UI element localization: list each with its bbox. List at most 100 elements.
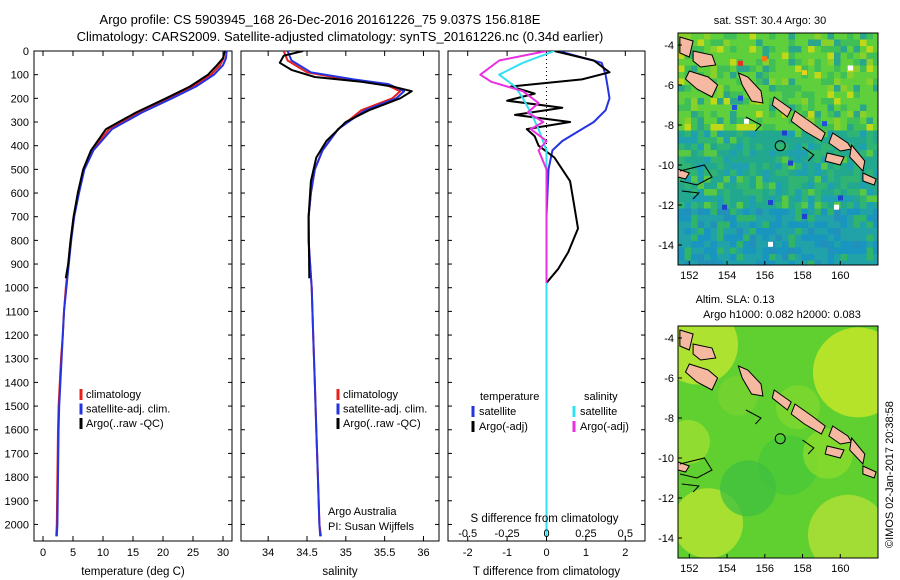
- sst-cell: [814, 215, 822, 222]
- sst-cell: [704, 208, 711, 216]
- sst-cell: [847, 176, 854, 183]
- sst-cell: [775, 39, 783, 47]
- sst-cell: [723, 33, 731, 40]
- sst-cell: [736, 195, 744, 203]
- sst-cell: [691, 169, 698, 177]
- sst-cell: [873, 150, 878, 157]
- sst-cell: [782, 78, 789, 86]
- sst-cell: [775, 130, 783, 138]
- sst-cell: [717, 33, 724, 40]
- sst-cell: [717, 104, 724, 112]
- sst-cell: [853, 33, 861, 40]
- sst-cell: [730, 176, 737, 183]
- sst-cell: [691, 254, 698, 261]
- sst-cell: [795, 85, 802, 92]
- sst-cell: [853, 52, 861, 60]
- sst-cell: [730, 111, 737, 118]
- sst-cell: [691, 33, 698, 40]
- salinity-tick-label: -0.5: [458, 528, 477, 540]
- sst-cell: [704, 104, 711, 112]
- sst-cell: [769, 254, 776, 261]
- sst-cell: [762, 52, 770, 60]
- sst-cell: [691, 176, 698, 183]
- land-island: [679, 329, 694, 351]
- sst-cell: [853, 189, 861, 196]
- sst-cell: [853, 182, 861, 190]
- sst-cell: [834, 169, 841, 177]
- sst-cell: [827, 208, 835, 216]
- sst-cell: [769, 124, 776, 131]
- sst-cell: [730, 215, 737, 222]
- sst-cell: [717, 156, 724, 164]
- sst-cell: [873, 65, 878, 73]
- sst-cell: [704, 46, 711, 53]
- sst-cell: [788, 46, 796, 53]
- sst-cell: [853, 72, 861, 79]
- sst-cell: [866, 156, 874, 164]
- sst-cell: [808, 59, 815, 66]
- sst-cell: [873, 247, 878, 255]
- sst-cell: [788, 215, 796, 222]
- sst-cell: [775, 234, 783, 242]
- sst-cell: [684, 176, 692, 183]
- sst-cell: [691, 182, 698, 190]
- sst-cell: [788, 39, 796, 47]
- sst-cell: [860, 260, 867, 265]
- sst-cell: [808, 111, 815, 118]
- land-island: [737, 72, 764, 104]
- sst-cell: [749, 156, 757, 164]
- sst-cell: [821, 124, 828, 131]
- sst-cell: [866, 221, 874, 229]
- sst-cell: [762, 215, 770, 222]
- sst-cell: [743, 65, 750, 73]
- sst-cell: [782, 98, 789, 105]
- sst-cell: [847, 228, 854, 235]
- y-tick-label: 1100: [5, 306, 29, 318]
- sst-cell: [853, 163, 861, 170]
- sst-cell: [730, 234, 737, 242]
- sst-cell: [847, 72, 854, 79]
- sst-cell: [821, 169, 828, 177]
- sst-cell: [866, 247, 874, 255]
- sst-cell: [717, 65, 724, 73]
- sst-cell: [678, 111, 685, 118]
- sst-cell: [769, 59, 776, 66]
- sst-cell: [866, 39, 874, 47]
- sst-cell: [730, 65, 737, 73]
- sst-cell: [873, 208, 878, 216]
- reef-outline: [745, 409, 762, 425]
- sst-cell: [840, 221, 848, 229]
- series-line-climatology: [55, 51, 226, 537]
- sst-cell: [697, 163, 705, 170]
- x-tick-label: 34.5: [296, 547, 317, 559]
- sst-cell: [749, 221, 757, 229]
- land-island: [790, 403, 826, 435]
- sst-cell: [736, 150, 744, 157]
- sst-cell: [723, 182, 731, 190]
- sst-cell: [782, 202, 789, 209]
- sst-cell: [749, 169, 757, 177]
- sst-cell: [730, 78, 737, 86]
- sst-cell: [847, 130, 854, 138]
- sst-cell: [775, 52, 783, 60]
- sst-cell: [821, 85, 828, 92]
- plot-frame: [240, 50, 440, 542]
- sst-cell: [736, 111, 744, 118]
- sst-cell: [691, 234, 698, 242]
- sst-cell: [710, 247, 718, 255]
- sst-cell: [840, 234, 848, 242]
- sst-cell: [723, 234, 731, 242]
- sst-cell: [795, 260, 802, 265]
- sst-cell: [788, 98, 796, 105]
- sst-cell: [853, 215, 861, 222]
- sst-cell: [795, 59, 802, 66]
- sst-cell: [723, 39, 731, 47]
- sst-cell: [827, 228, 835, 235]
- sst-cell: [749, 254, 757, 261]
- sst-cell: [808, 91, 815, 99]
- temperature-panel: 0 5 10 15 20 25 300100200300400500600700800900…: [5, 46, 233, 578]
- sst-cell: [723, 163, 731, 170]
- sst-cell: [808, 137, 815, 144]
- sst-cell: [834, 130, 841, 138]
- sst-cell: [678, 208, 685, 216]
